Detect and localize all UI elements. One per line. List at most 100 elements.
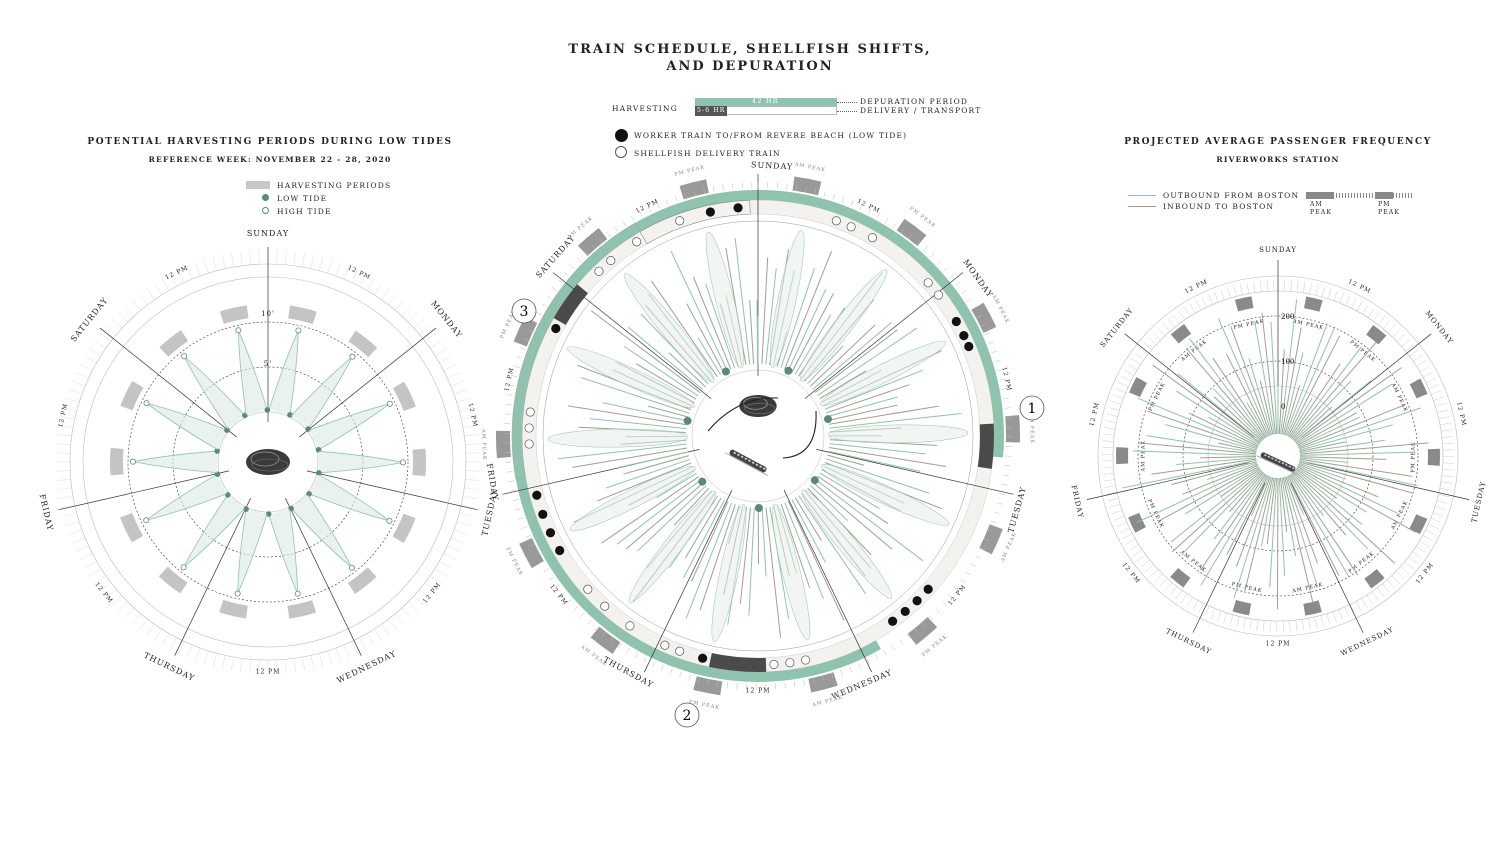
scale-label: 200 [1281, 313, 1294, 321]
low-tide-point [224, 427, 230, 433]
passenger-spoke [1208, 416, 1260, 446]
hour-tick [343, 644, 350, 658]
train-icon [1284, 463, 1288, 467]
hour-tick [563, 271, 569, 277]
worker-train-dot [888, 616, 898, 626]
hour-tick [907, 633, 912, 640]
hour-tick [1214, 291, 1219, 303]
delivery-train-dot [632, 237, 642, 247]
hour-tick [56, 443, 71, 445]
hour-tick [557, 279, 563, 284]
passenger-spoke [1281, 477, 1297, 557]
harvesting-period-block [219, 305, 249, 324]
low-tide-point [721, 367, 730, 376]
passenger-spoke [1147, 410, 1258, 450]
hour-tick [1296, 281, 1299, 293]
hour-tick [1333, 290, 1338, 301]
shellfish-icon [251, 458, 289, 472]
hour-tick [1162, 323, 1170, 332]
noon-label: 12 PM [1121, 561, 1142, 585]
hour-tick [626, 648, 630, 654]
high-tide-point [386, 517, 393, 524]
hour-tick [507, 394, 514, 396]
hour-tick [1184, 306, 1191, 317]
pm-peak-block [513, 316, 538, 347]
delivery-train-dot [769, 659, 779, 669]
high-tide-point [294, 590, 301, 597]
train-icon [724, 449, 768, 476]
pm-peak-block [896, 218, 927, 247]
harvesting-period-block [287, 600, 317, 619]
hour-tick [138, 618, 148, 631]
hour-tick [79, 363, 93, 371]
day-label: MONDAY [429, 299, 464, 340]
low-tide-point [784, 366, 793, 375]
hour-tick [131, 299, 141, 311]
hour-tick [609, 637, 614, 643]
peak-label: AM PEAK [793, 161, 826, 173]
day-axis [1124, 333, 1255, 438]
hour-tick [75, 545, 89, 552]
outbound-swatch [1128, 195, 1156, 196]
pm-peak-block [907, 616, 938, 645]
callout-number: 1 [1028, 401, 1037, 417]
hour-tick [598, 237, 603, 243]
low-tide-icon [262, 194, 269, 201]
hour-tick [954, 587, 960, 592]
hour-tick [258, 250, 260, 265]
delivery-train-dot [785, 658, 795, 668]
hour-tick [1236, 616, 1240, 628]
hour-tick [1339, 292, 1345, 304]
passenger-spoke [791, 499, 826, 563]
passenger-spoke [1181, 463, 1258, 495]
day-axis [58, 470, 230, 511]
hour-tick [1344, 606, 1350, 618]
hour-tick [1371, 591, 1379, 601]
hour-tick [859, 204, 863, 210]
hour-tick [1157, 327, 1166, 336]
day-label: FRIDAY [38, 493, 55, 532]
pm-peak-block [1005, 415, 1020, 443]
peak-label: AM PEAK [990, 293, 1010, 325]
hour-tick [536, 311, 542, 316]
harvesting-label: HARVESTING [612, 104, 678, 113]
passenger-spoke [1296, 466, 1416, 533]
hour-tick [583, 250, 589, 256]
hour-tick [1125, 538, 1136, 545]
hour-tick [930, 253, 935, 258]
passenger-spoke [1220, 468, 1261, 498]
pm-peak-block [693, 676, 723, 696]
passenger-spoke [794, 497, 822, 541]
hour-tick [1223, 612, 1228, 624]
hour-tick [512, 499, 519, 502]
passenger-spoke [1294, 469, 1363, 525]
hour-tick [124, 607, 135, 619]
cycle-arrow [782, 410, 817, 459]
hour-tick [868, 208, 872, 214]
passenger-spoke [1200, 473, 1267, 571]
delivery-label: DELIVERY / TRANSPORT [860, 106, 982, 115]
shellfish-icon [739, 394, 777, 418]
pm-peak-block [1364, 568, 1385, 589]
hour-tick [935, 608, 941, 614]
hour-tick [1259, 280, 1262, 292]
passenger-spoke [761, 507, 767, 577]
day-axis [644, 489, 733, 673]
hour-tick [1321, 286, 1325, 297]
hour-tick [1430, 518, 1442, 523]
passenger-spoke [1299, 441, 1346, 452]
passenger-spoke [749, 300, 755, 365]
train-icon [1288, 465, 1292, 468]
passenger-spoke [1182, 471, 1263, 554]
day-label: FRIDAY [485, 463, 500, 502]
passenger-spoke [827, 396, 899, 418]
passenger-spoke [1280, 299, 1298, 435]
peak-label: AM PEAK [1291, 318, 1324, 331]
hour-tick [1401, 338, 1410, 347]
high-tide-point [143, 517, 150, 524]
hour-tick [795, 184, 798, 191]
hour-tick [1400, 566, 1409, 574]
passenger-spoke [812, 321, 892, 390]
train-icon [1291, 467, 1295, 470]
tide-petal [820, 340, 947, 406]
